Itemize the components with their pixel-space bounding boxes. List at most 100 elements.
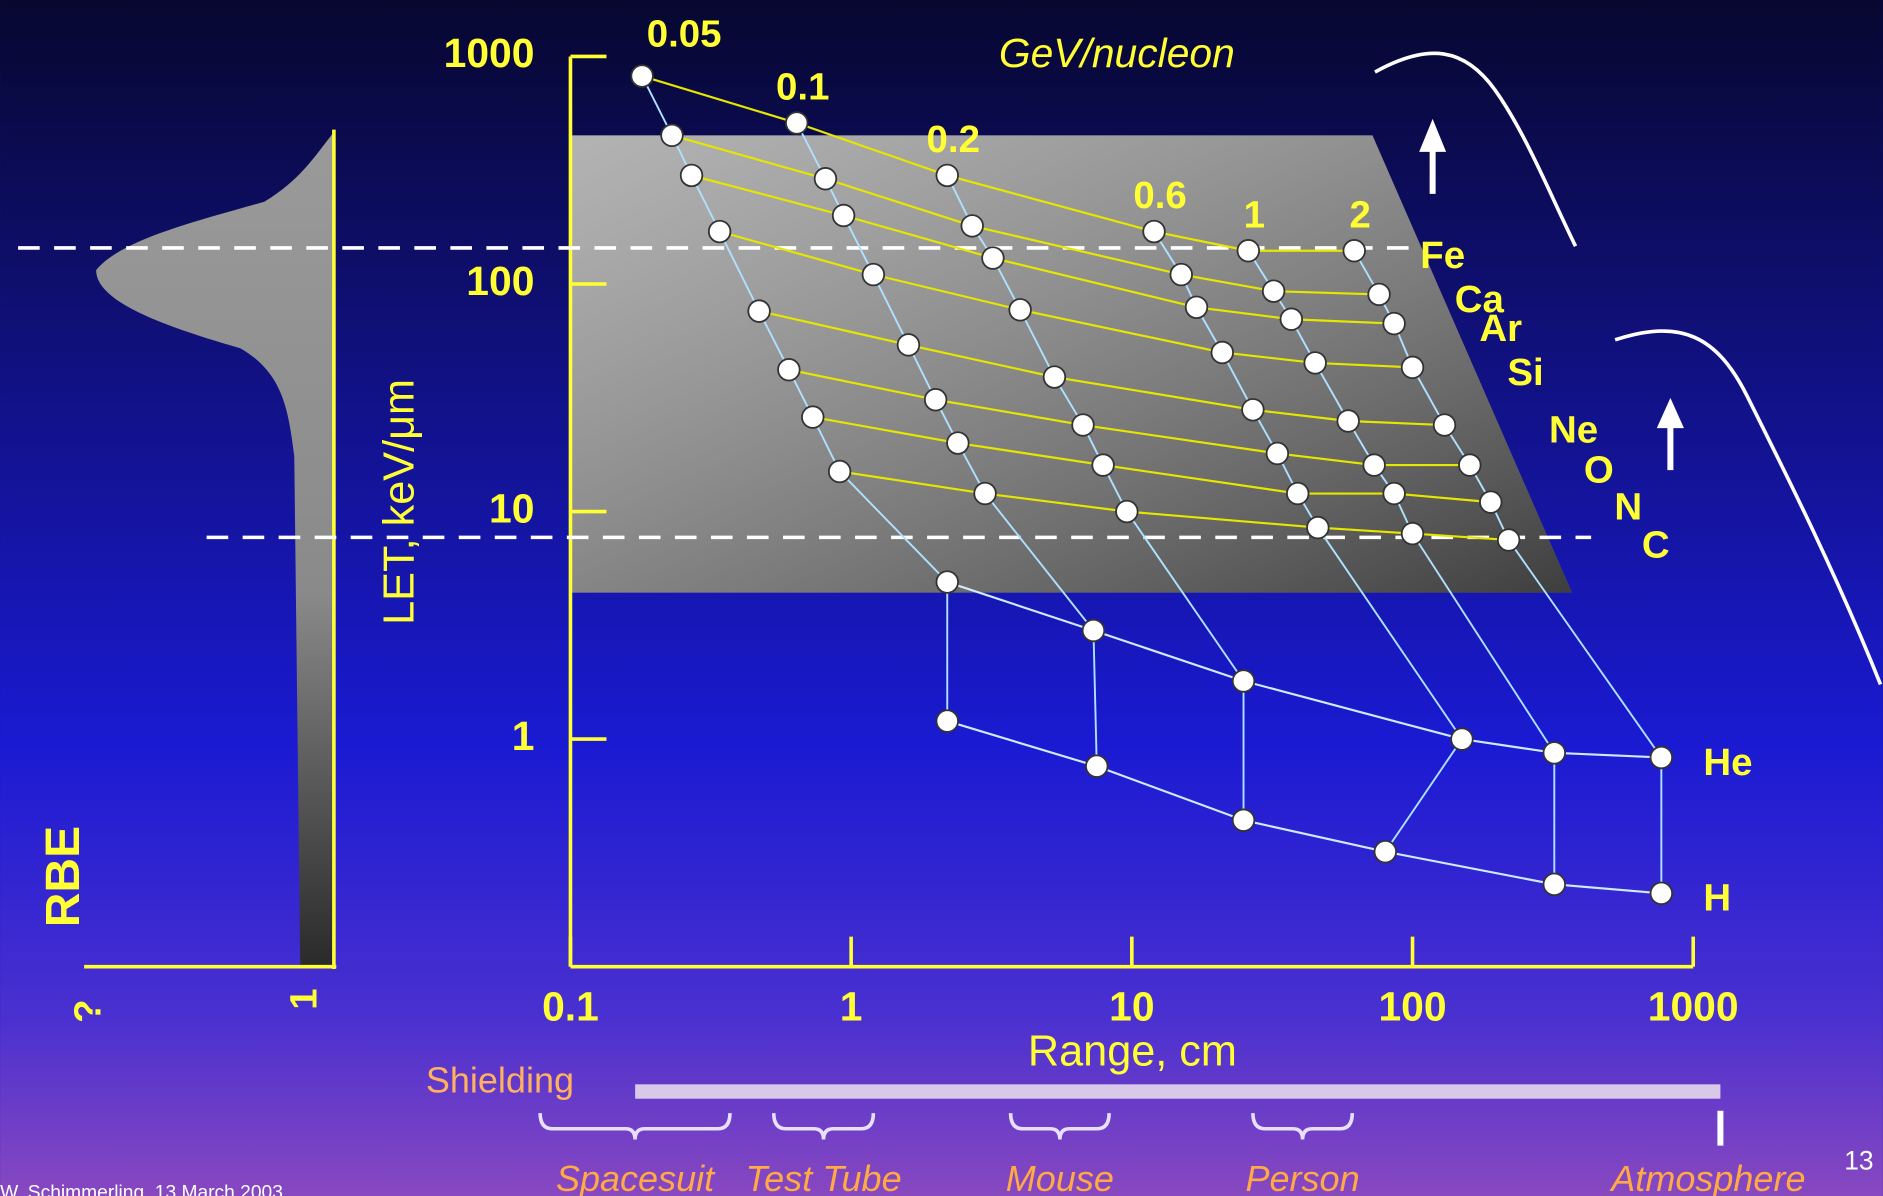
data-point <box>1186 296 1208 318</box>
data-point <box>661 125 683 147</box>
data-point <box>1337 410 1359 432</box>
energy-label: 0.2 <box>927 118 980 161</box>
data-point <box>1343 240 1365 262</box>
data-point <box>1368 284 1390 306</box>
ion-label: H <box>1703 877 1731 920</box>
data-point <box>1083 620 1105 642</box>
rbe-label: RBE <box>37 826 90 927</box>
data-point <box>1170 264 1192 286</box>
data-point <box>1383 313 1405 335</box>
object-label: Person <box>1246 1158 1360 1196</box>
data-point <box>1363 454 1385 476</box>
data-point <box>1383 483 1405 505</box>
object-label: Atmosphere <box>1609 1158 1805 1196</box>
data-point <box>863 264 885 286</box>
ion-label: Fe <box>1420 234 1465 277</box>
ion-label: Si <box>1507 351 1543 394</box>
x-axis-label: Range, cm <box>1028 1028 1237 1076</box>
ion-label: O <box>1584 448 1614 491</box>
object-label: Spacesuit <box>556 1158 716 1196</box>
ion-label: N <box>1614 485 1642 528</box>
data-point <box>1009 299 1031 321</box>
data-point <box>925 389 947 411</box>
data-point <box>1434 414 1456 436</box>
data-point <box>1307 517 1329 539</box>
data-point <box>1116 501 1138 523</box>
data-point <box>1402 357 1424 379</box>
ion-label: Ne <box>1549 408 1598 451</box>
data-point <box>1044 366 1066 388</box>
data-point <box>1263 280 1285 302</box>
data-point <box>1233 670 1255 692</box>
data-point <box>1267 443 1289 465</box>
data-point <box>947 432 969 454</box>
x-tick-label: 100 <box>1378 984 1446 1030</box>
object-label: Test Tube <box>745 1158 901 1196</box>
data-point <box>974 483 996 505</box>
data-point <box>1480 491 1502 513</box>
data-point <box>802 406 824 428</box>
data-point <box>778 359 800 381</box>
data-point <box>936 571 958 593</box>
data-point <box>982 247 1004 269</box>
ion-label: C <box>1642 523 1670 566</box>
data-point <box>1402 523 1424 545</box>
rbe-tick: 1 <box>282 988 325 1009</box>
energy-label: 1 <box>1244 193 1265 236</box>
page-number: 13 <box>1844 1145 1873 1175</box>
data-point <box>1211 342 1233 364</box>
data-point <box>631 65 653 87</box>
energy-label: 0.1 <box>776 66 829 109</box>
data-point <box>1543 742 1565 764</box>
y-tick-label: 1 <box>512 713 535 759</box>
data-point <box>1651 747 1673 769</box>
ion-label: Ar <box>1479 307 1522 350</box>
energy-label: 2 <box>1350 193 1371 236</box>
energy-label: 0.6 <box>1133 174 1186 217</box>
shielding-bar <box>635 1084 1720 1098</box>
data-point <box>1143 221 1165 243</box>
data-point <box>815 168 837 190</box>
data-point <box>1375 841 1397 863</box>
data-point <box>829 461 851 483</box>
data-point <box>1287 483 1309 505</box>
data-point <box>1237 240 1259 262</box>
data-point <box>1543 874 1565 896</box>
data-point <box>1072 414 1094 436</box>
rbe-tick: ? <box>66 999 109 1022</box>
data-point <box>936 165 958 187</box>
x-tick-label: 0.1 <box>542 984 599 1030</box>
data-point <box>1242 399 1264 421</box>
data-point <box>898 334 920 356</box>
energy-unit-label: GeV/nucleon <box>999 30 1235 76</box>
data-point <box>1459 454 1481 476</box>
y-tick-label: 1000 <box>444 30 535 76</box>
x-tick-label: 1000 <box>1648 984 1739 1030</box>
data-point <box>1651 883 1673 905</box>
energy-label: 0.05 <box>647 13 722 56</box>
footer-author: W. Schimmerling, 13 March 2003 <box>0 1183 283 1196</box>
slide: RBE ? 1 11010010000.11101001000FeCaArSiN… <box>0 0 1883 1196</box>
shielding-label: Shielding <box>426 1060 574 1101</box>
data-point <box>961 215 983 237</box>
data-point <box>1092 454 1114 476</box>
data-point <box>936 710 958 732</box>
data-point <box>681 165 703 187</box>
object-label: Mouse <box>1006 1158 1114 1196</box>
data-point <box>1281 308 1303 330</box>
data-point <box>709 221 731 243</box>
ion-label: He <box>1703 741 1752 784</box>
x-tick-label: 10 <box>1109 984 1154 1030</box>
data-point <box>786 112 808 134</box>
data-point <box>1498 529 1520 551</box>
data-point <box>748 300 770 322</box>
data-point <box>1086 755 1108 777</box>
y-axis-label: LET, keV/μm <box>376 379 424 625</box>
x-tick-label: 1 <box>840 984 863 1030</box>
data-point <box>1233 809 1255 831</box>
data-point <box>1304 352 1326 374</box>
data-point <box>1451 728 1473 750</box>
y-tick-label: 10 <box>489 485 534 531</box>
y-tick-label: 100 <box>466 258 534 304</box>
data-point <box>833 205 855 227</box>
